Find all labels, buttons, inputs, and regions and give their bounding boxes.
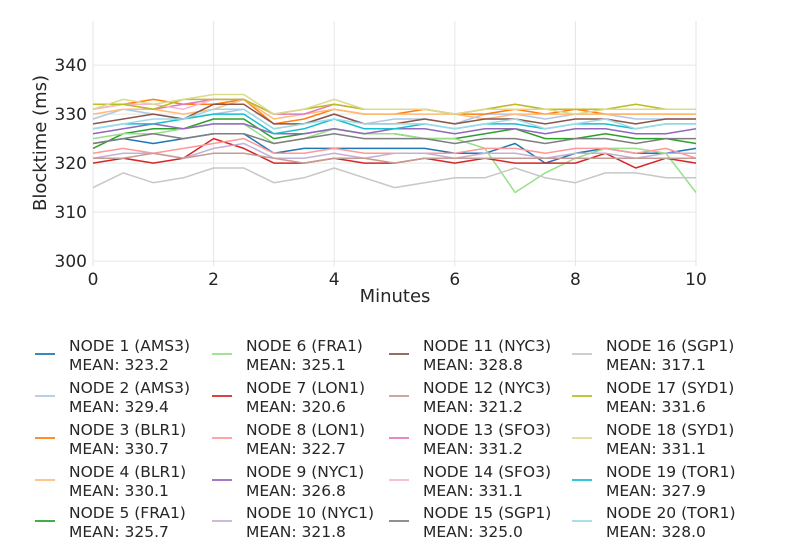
legend-mean-node-18: MEAN: 331.1 xyxy=(606,440,706,458)
y-axis-label: Blocktime (ms) xyxy=(30,75,51,211)
legend-name-node-9: NODE 9 (NYC1) xyxy=(246,463,364,481)
legend-name-node-8: NODE 8 (LON1) xyxy=(246,421,365,439)
legend-name-node-7: NODE 7 (LON1) xyxy=(246,379,365,397)
legend-name-node-4: NODE 4 (BLR1) xyxy=(69,463,186,481)
series-line-node-15 xyxy=(92,132,696,145)
legend-mean-node-16: MEAN: 317.1 xyxy=(606,356,706,374)
legend-name-node-12: NODE 12 (NYC3) xyxy=(423,379,551,397)
series-line-node-12 xyxy=(93,152,696,164)
y-tick-label-2: 320 xyxy=(55,154,87,174)
x-tick-label-0: 0 xyxy=(88,270,99,290)
series-line-node-10 xyxy=(92,142,696,159)
x-tick-label-3: 6 xyxy=(449,270,460,290)
legend-name-node-10: NODE 10 (NYC1) xyxy=(246,504,374,522)
legend-mean-node-6: MEAN: 325.1 xyxy=(246,356,346,374)
legend-mean-node-15: MEAN: 325.0 xyxy=(423,523,523,541)
legend-mean-node-11: MEAN: 328.8 xyxy=(423,356,523,374)
y-tick-label-4: 340 xyxy=(55,56,87,76)
legend-name-node-3: NODE 3 (BLR1) xyxy=(69,421,186,439)
series-line-node-20 xyxy=(92,108,696,130)
legend-mean-node-14: MEAN: 331.1 xyxy=(423,482,523,500)
y-tick-label-0: 300 xyxy=(55,252,87,272)
legend-name-node-16: NODE 16 (SGP1) xyxy=(606,337,734,355)
legend-mean-node-8: MEAN: 322.7 xyxy=(246,440,346,458)
legend-name-node-13: NODE 13 (SFO3) xyxy=(423,421,551,439)
legend-mean-node-19: MEAN: 327.9 xyxy=(606,482,706,500)
legend-name-node-2: NODE 2 (AMS3) xyxy=(69,379,190,397)
plot-area xyxy=(93,21,696,266)
legend-mean-node-2: MEAN: 329.4 xyxy=(69,398,169,416)
x-tick-label-2: 4 xyxy=(329,270,340,290)
legend-mean-node-9: MEAN: 326.8 xyxy=(246,482,346,500)
legend-mean-node-7: MEAN: 320.6 xyxy=(246,398,346,416)
legend-mean-node-12: MEAN: 321.2 xyxy=(423,398,523,416)
legend-mean-node-13: MEAN: 331.2 xyxy=(423,440,523,458)
series-line-node-19 xyxy=(92,113,696,135)
x-tick-label-5: 10 xyxy=(685,270,707,290)
legend-name-node-14: NODE 14 (SFO3) xyxy=(423,463,551,481)
legend-mean-node-17: MEAN: 331.6 xyxy=(606,398,706,416)
legend-mean-node-3: MEAN: 330.7 xyxy=(69,440,169,458)
tick-labels: 0 2 4 6 8 10 300 310 320 330 340 xyxy=(55,56,707,290)
legend-mean-node-5: MEAN: 325.7 xyxy=(69,523,169,541)
legend-name-node-11: NODE 11 (NYC3) xyxy=(423,337,551,355)
legend-mean-node-4: MEAN: 330.1 xyxy=(69,482,169,500)
series-line-node-4 xyxy=(92,98,696,120)
legend-name-node-5: NODE 5 (FRA1) xyxy=(69,504,186,522)
legend-mean-node-20: MEAN: 328.0 xyxy=(606,523,706,541)
series-line-node-18 xyxy=(92,93,696,115)
y-tick-label-1: 310 xyxy=(55,203,87,223)
x-axis-label: Minutes xyxy=(360,286,431,307)
y-tick-label-3: 330 xyxy=(55,105,87,125)
legend-name-node-1: NODE 1 (AMS3) xyxy=(69,337,190,355)
legend-name-node-18: NODE 18 (SYD1) xyxy=(606,421,734,439)
legend-mean-node-10: MEAN: 321.8 xyxy=(246,523,346,541)
legend-name-node-20: NODE 20 (TOR1) xyxy=(606,504,736,522)
legend-name-node-6: NODE 6 (FRA1) xyxy=(246,337,363,355)
x-tick-label-1: 2 xyxy=(208,270,219,290)
legend-name-node-17: NODE 17 (SYD1) xyxy=(606,379,734,397)
legend-name-node-15: NODE 15 (SGP1) xyxy=(423,504,551,522)
series-lines xyxy=(92,93,697,194)
series-line-node-16 xyxy=(92,167,696,189)
legend-mean-node-1: MEAN: 323.2 xyxy=(69,356,169,374)
legend-name-node-19: NODE 19 (TOR1) xyxy=(606,463,736,481)
x-tick-label-4: 8 xyxy=(570,270,581,290)
